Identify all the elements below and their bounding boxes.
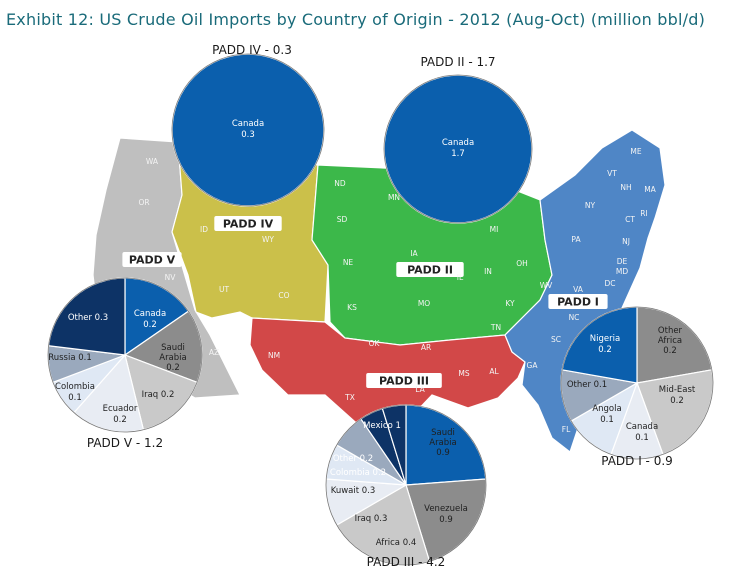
state-label-sd: SD xyxy=(337,215,348,224)
pie-label: Kuwait 0.3 xyxy=(331,486,376,496)
state-label-la: LA xyxy=(415,385,425,394)
state-label-tn: TN xyxy=(490,323,501,332)
state-label-id: ID xyxy=(200,225,208,234)
pie-title: PADD I - 0.9 xyxy=(601,454,673,468)
region-labels: PADD IV PADD V PADD II PADD III PADD I xyxy=(122,216,608,388)
svg-text:PADD III: PADD III xyxy=(379,375,429,388)
pie-title: PADD III - 4.2 xyxy=(367,555,446,569)
state-label-ky: KY xyxy=(505,299,515,308)
state-label-il: IL xyxy=(457,273,464,282)
pie-label: Canada 0.1 xyxy=(626,422,658,443)
state-label-ma: MA xyxy=(644,185,656,194)
pie-padd-3: Mexico 1 Saudi Arabia 0.9 Venezuela 0.9 Africa… xyxy=(325,404,487,569)
pie-title: PADD V - 1.2 xyxy=(87,436,163,450)
state-label-nm: NM xyxy=(268,351,280,360)
state-label-ny: NY xyxy=(585,201,596,210)
pie-label: Iraq 0.3 xyxy=(355,514,388,524)
pie-padd-1: Canada 1.7 PADD II - 1.7 xyxy=(383,55,533,224)
pie-label: Nigeria 0.2 xyxy=(590,334,620,355)
state-label-ne: NE xyxy=(343,258,354,267)
pie-label: Colombia 0.2 xyxy=(330,468,386,478)
pie-label: Ecuador 0.2 xyxy=(103,404,138,425)
pie-label: Saudi Arabia 0.9 xyxy=(429,428,456,458)
pie-label: Venezuela 0.9 xyxy=(424,504,468,525)
state-label-mo: MO xyxy=(418,299,430,308)
state-label-wa: WA xyxy=(146,157,159,166)
state-label-nc: NC xyxy=(569,313,580,322)
state-label-wy: WY xyxy=(262,235,274,244)
state-label-pa: PA xyxy=(571,235,581,244)
state-label-ga: GA xyxy=(527,361,539,370)
svg-text:PADD IV: PADD IV xyxy=(223,218,274,231)
state-label-va: VA xyxy=(573,285,584,294)
pie-label: Other 0.3 xyxy=(68,313,108,323)
state-label-co: CO xyxy=(278,291,289,300)
svg-text:PADD II: PADD II xyxy=(407,264,453,277)
region-label-padd3: PADD III xyxy=(366,373,442,388)
state-label-ms: MS xyxy=(458,369,469,378)
state-label-me: ME xyxy=(630,147,641,156)
pie-label: Mexico 1 xyxy=(363,421,401,431)
pie-padd-2: Canada 0.2 Saudi Arabia 0.2 Iraq 0.2 Ecuador 0.… xyxy=(47,277,203,450)
state-label-vt: VT xyxy=(607,169,617,178)
region-label-padd1: PADD I xyxy=(548,294,608,309)
pie-label: Angola 0.1 xyxy=(592,404,621,425)
state-label-ri: RI xyxy=(640,209,647,218)
pie-title: PADD II - 1.7 xyxy=(420,55,495,69)
pie-label: Canada 0.2 xyxy=(134,309,166,330)
state-label-dc: DC xyxy=(604,279,615,288)
state-label-ks: KS xyxy=(347,303,357,312)
region-label-padd2: PADD II xyxy=(396,262,464,277)
state-label-fl: FL xyxy=(562,425,571,434)
pie-padd-0: Canada 0.3 PADD IV - 0.3 xyxy=(171,43,325,207)
region-label-padd5: PADD V xyxy=(122,252,182,267)
pie-label: Other 0.1 xyxy=(567,380,607,390)
state-label-de: DE xyxy=(617,257,628,266)
pie-label: Canada 0.3 xyxy=(232,119,264,140)
state-label-ia: IA xyxy=(410,249,418,258)
state-label-nv: NV xyxy=(165,273,177,282)
state-label-ar: AR xyxy=(421,343,431,352)
pie-label: Iraq 0.2 xyxy=(142,390,175,400)
state-label-ut: UT xyxy=(219,285,229,294)
state-label-ct: CT xyxy=(625,215,635,224)
pie-label: Africa 0.4 xyxy=(376,538,416,548)
state-label-ok: OK xyxy=(369,339,381,348)
state-label-wv: WV xyxy=(540,281,553,290)
state-label-md: MD xyxy=(616,267,628,276)
region-label-padd4: PADD IV xyxy=(214,216,282,231)
pie-label: Saudi Arabia 0.2 xyxy=(159,343,186,373)
state-label-sc: SC xyxy=(551,335,561,344)
state-label-nd: ND xyxy=(334,179,346,188)
page-title: Exhibit 12: US Crude Oil Imports by Coun… xyxy=(6,10,706,29)
pie-label: Canada 1.7 xyxy=(442,138,474,159)
pie-label: Mid-East 0.2 xyxy=(659,385,696,406)
pie-label: Colombia 0.1 xyxy=(55,382,95,403)
pie-title: PADD IV - 0.3 xyxy=(212,43,292,57)
state-label-oh: OH xyxy=(516,259,528,268)
state-label-nj: NJ xyxy=(622,237,630,246)
state-labels: WA OR ID NV WY UT CO AZ NM ND SD NE KS OK TX MN IA MO AR LA… xyxy=(138,147,656,434)
state-label-mi: MI xyxy=(490,225,499,234)
state-label-nh: NH xyxy=(620,183,631,192)
svg-text:PADD I: PADD I xyxy=(557,296,599,309)
state-label-tx: TX xyxy=(344,393,355,402)
pie-label: Other Africa 0.2 xyxy=(658,326,683,356)
svg-text:PADD V: PADD V xyxy=(129,254,176,267)
pie-charts: Canada 0.3 PADD IV - 0.3 Canada 1.7 PADD II -… xyxy=(47,43,714,569)
state-label-az: AZ xyxy=(209,348,219,357)
state-label-or: OR xyxy=(138,198,149,207)
pie-label: Other 0.2 xyxy=(333,454,373,464)
state-label-al: AL xyxy=(489,367,499,376)
state-label-mn: MN xyxy=(388,193,400,202)
state-label-in: IN xyxy=(484,267,492,276)
pie-label: Russia 0.1 xyxy=(48,353,92,363)
